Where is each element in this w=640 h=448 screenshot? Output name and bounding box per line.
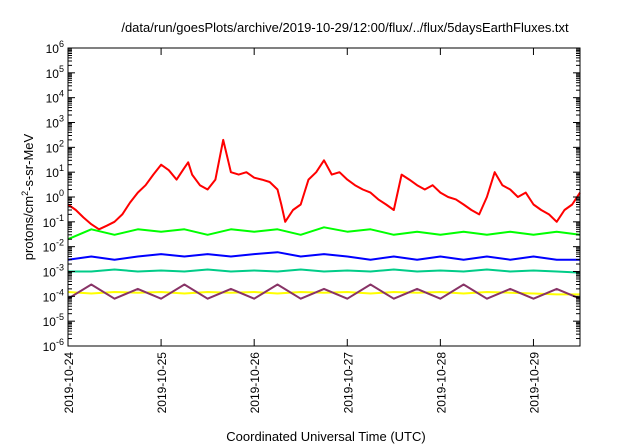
y-tick-exponent: -2 [56, 238, 64, 248]
y-tick-label: 104 [46, 89, 64, 106]
y-tick-exponent: -1 [56, 213, 64, 223]
y-tick-label: 106 [46, 39, 64, 56]
y-axis-label-superscript: 2 [20, 191, 30, 196]
y-tick-base: 10 [46, 191, 60, 205]
y-tick-label: 10-2 [43, 238, 64, 255]
series-line-6 [67, 283, 581, 300]
axes-layer: 10610510410310210110010-110-210-310-410-… [43, 39, 580, 413]
y-tick-label: 105 [46, 64, 64, 81]
y-tick-base: 10 [46, 92, 60, 106]
y-axis-label-rest: -s-sr-MeV [21, 133, 36, 190]
y-tick-exponent: 5 [59, 64, 64, 74]
y-tick-base: 10 [46, 117, 60, 131]
y-tick-label: 101 [46, 163, 64, 180]
y-tick-label: 10-6 [43, 337, 64, 354]
y-tick-base: 10 [43, 340, 57, 354]
series-line-1 [67, 138, 581, 231]
series-line-5 [67, 291, 580, 296]
y-tick-exponent: -3 [56, 263, 64, 273]
y-tick-base: 10 [43, 216, 57, 230]
y-tick-exponent: -4 [56, 287, 64, 297]
y-tick-label: 102 [46, 138, 64, 155]
y-tick-exponent: 2 [59, 138, 64, 148]
y-tick-label: 10-4 [43, 287, 64, 304]
plot-frame [67, 47, 581, 347]
y-tick-label: 10-3 [43, 263, 64, 280]
y-tick-exponent: 0 [59, 188, 64, 198]
y-tick-base: 10 [46, 141, 60, 155]
y-axis-label-main: protons/cm [21, 196, 36, 260]
x-tick-label: 2019-10-29 [527, 352, 541, 414]
series-layer [67, 138, 581, 300]
x-tick-label: 2019-10-27 [341, 352, 355, 414]
y-tick-base: 10 [43, 315, 57, 329]
y-tick-exponent: -6 [56, 337, 64, 347]
y-tick-base: 10 [43, 290, 57, 304]
y-tick-exponent: 4 [59, 89, 64, 99]
y-tick-base: 10 [43, 266, 57, 280]
series-line-4 [68, 268, 581, 274]
x-tick-label: 2019-10-25 [155, 352, 169, 414]
x-tick-label: 2019-10-26 [248, 352, 262, 414]
y-tick-base: 10 [46, 67, 60, 81]
y-axis-label: protons/cm2-s-sr-MeV [20, 133, 36, 260]
y-tick-label: 100 [46, 188, 64, 205]
y-tick-exponent: -5 [56, 312, 64, 322]
y-tick-label: 10-1 [43, 213, 64, 230]
y-tick-base: 10 [43, 241, 57, 255]
x-tick-label: 2019-10-28 [434, 352, 448, 414]
y-tick-exponent: 1 [59, 163, 64, 173]
y-tick-exponent: 3 [59, 114, 64, 124]
series-line-2 [67, 226, 581, 241]
y-tick-base: 10 [46, 42, 60, 56]
x-axis-label: Coordinated Universal Time (UTC) [226, 429, 425, 444]
chart-title: /data/run/goesPlots/archive/2019-10-29/1… [121, 20, 569, 35]
y-tick-label: 103 [46, 114, 64, 131]
y-tick-label: 10-5 [43, 312, 64, 329]
y-tick-exponent: 6 [59, 39, 64, 49]
x-tick-label: 2019-10-24 [62, 352, 76, 414]
series-line-3 [67, 251, 580, 261]
y-tick-base: 10 [46, 166, 60, 180]
